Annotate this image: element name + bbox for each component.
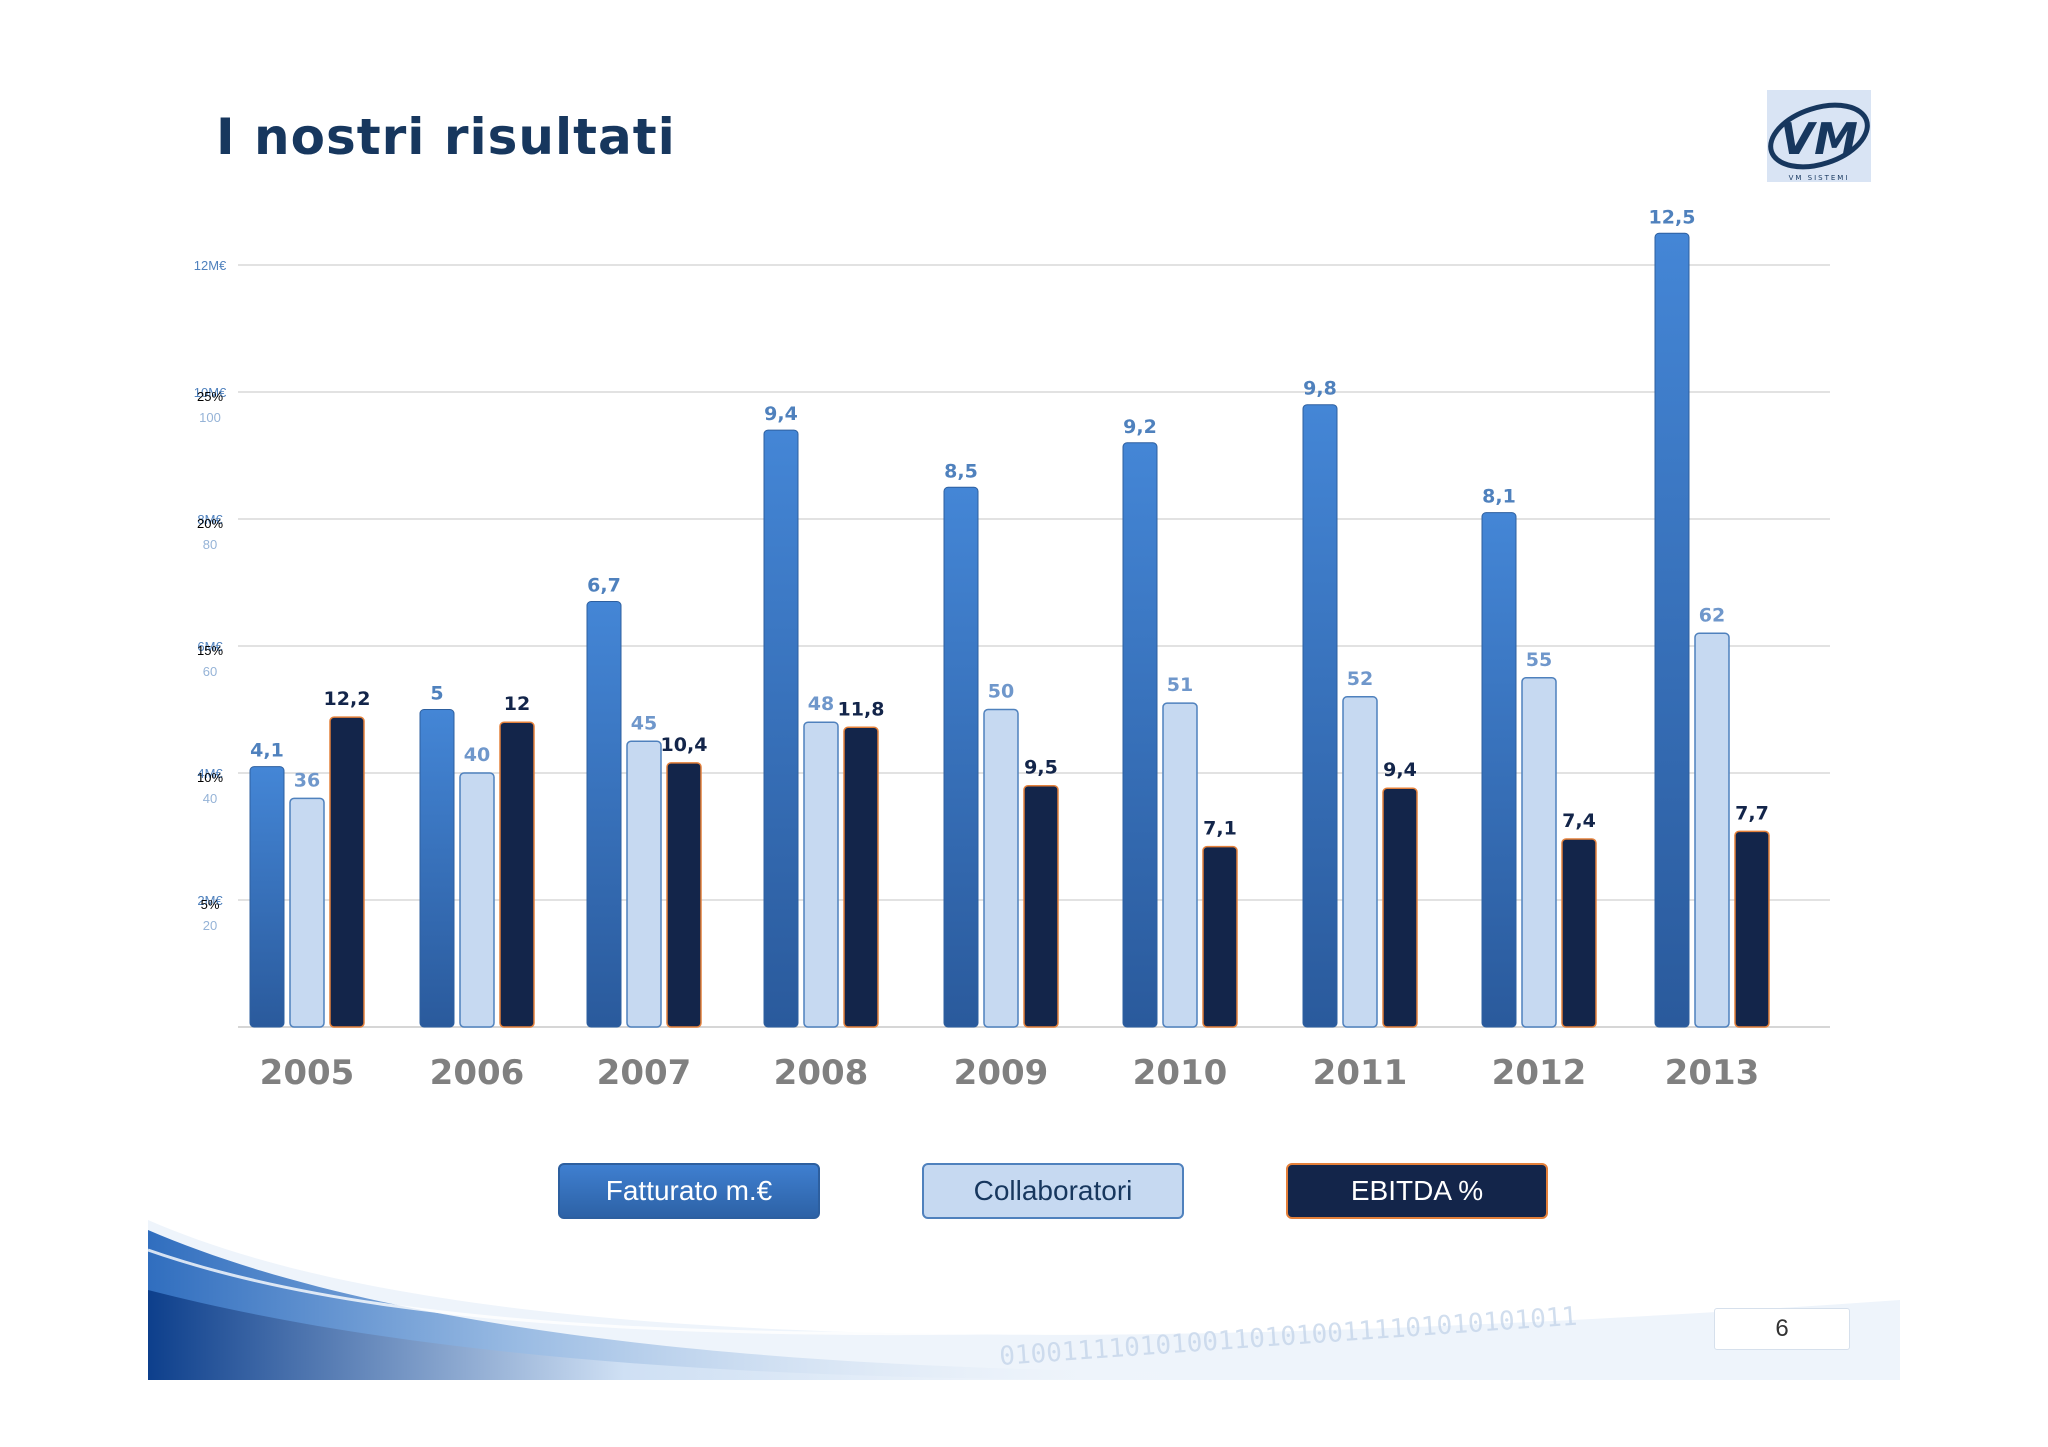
staff-tick-label: 100	[199, 410, 221, 425]
label-fatturato: 8,1	[1482, 486, 1516, 508]
label-fatturato: 5	[430, 683, 443, 705]
label-ebitda: 7,7	[1735, 802, 1769, 824]
ebitda-tick-label: 20%	[197, 516, 223, 531]
legend-ebitda: EBITDA %	[1286, 1163, 1548, 1219]
year-label: 2010	[1133, 1053, 1228, 1093]
bar-fatturato	[586, 601, 622, 1028]
bar-fatturato	[1654, 232, 1690, 1028]
label-ebitda: 11,8	[838, 698, 885, 720]
year-labels: 2005 2006 2007 2008 2009 2010 2011 2012 2013	[260, 1053, 1760, 1093]
revenue-tick-label: 2M€	[197, 893, 223, 908]
legend-fatturato: Fatturato m.€	[558, 1163, 820, 1219]
ebitda-tick-label: 25%	[197, 389, 223, 404]
bar-ebitda	[499, 721, 535, 1028]
label-fatturato: 8,5	[944, 460, 978, 482]
bar-fatturato	[943, 486, 979, 1028]
revenue-tick-label: 8M€	[197, 512, 223, 527]
bar-collaboratori	[1162, 702, 1198, 1028]
axis-labels: 2M€ 4M€ 6M€ 8M€ 10M€ 12M€ 5% 10% 15% 20% 25% 20 40 60…	[194, 258, 227, 933]
bar-fatturato	[763, 429, 799, 1028]
page-title: I nostri risultati	[216, 108, 676, 166]
bar-ebitda	[1382, 787, 1418, 1028]
year-label: 2006	[430, 1053, 525, 1093]
logo-text: VM	[1780, 114, 1858, 165]
bar-ebitda	[329, 716, 365, 1028]
year-label: 2013	[1665, 1053, 1760, 1093]
bar-fatturato	[249, 766, 285, 1028]
revenue-tick-label: 10M€	[194, 385, 227, 400]
label-ebitda: 10,4	[661, 734, 708, 756]
bar-ebitda	[666, 762, 702, 1028]
revenue-tick-label: 12M€	[194, 258, 227, 273]
label-collaboratori: 48	[808, 693, 834, 715]
label-ebitda: 9,5	[1024, 757, 1058, 779]
label-fatturato: 6,7	[587, 575, 621, 597]
staff-tick-label: 60	[203, 664, 217, 679]
legend-collaboratori: Collaboratori	[922, 1163, 1184, 1219]
label-fatturato: 9,4	[764, 403, 798, 425]
bar-collaboratori	[1342, 696, 1378, 1028]
bar-fatturato	[1302, 404, 1338, 1028]
label-fatturato: 4,1	[250, 740, 284, 762]
bar-collaboratori	[1521, 677, 1557, 1028]
staff-tick-label: 40	[203, 791, 217, 806]
vm-sistemi-logo: VM VM SISTEMI	[1767, 90, 1871, 182]
label-ebitda: 9,4	[1383, 759, 1417, 781]
bar-fatturato	[419, 709, 455, 1028]
label-collaboratori: 50	[988, 681, 1014, 703]
bar-collaboratori	[626, 740, 662, 1028]
label-collaboratori: 55	[1526, 649, 1552, 671]
revenue-tick-label: 6M€	[197, 639, 223, 654]
label-ebitda: 7,1	[1203, 818, 1237, 840]
bar-ebitda	[1561, 838, 1597, 1028]
label-ebitda: 12	[504, 693, 530, 715]
bar-collaboratori	[983, 708, 1019, 1028]
label-collaboratori: 40	[464, 744, 490, 766]
bar-ebitda	[1734, 830, 1770, 1028]
year-label: 2012	[1492, 1053, 1587, 1093]
label-collaboratori: 52	[1347, 668, 1373, 690]
year-label: 2009	[954, 1053, 1049, 1093]
logo-subtext: VM SISTEMI	[1789, 174, 1850, 182]
label-fatturato: 9,2	[1123, 416, 1157, 438]
page-number: 6	[1714, 1308, 1850, 1350]
year-label: 2011	[1313, 1053, 1408, 1093]
year-label: 2007	[597, 1053, 692, 1093]
bar-ebitda	[1023, 784, 1059, 1028]
bar-ebitda	[1202, 845, 1238, 1028]
bar-collaboratori	[803, 721, 839, 1028]
label-collaboratori: 45	[631, 712, 657, 734]
label-collaboratori: 36	[294, 769, 320, 791]
label-ebitda: 12,2	[324, 688, 371, 710]
year-label: 2005	[260, 1053, 355, 1093]
label-fatturato: 12,5	[1649, 206, 1696, 228]
bar-fatturato	[1122, 442, 1158, 1028]
bar-collaboratori	[1694, 632, 1730, 1028]
label-collaboratori: 51	[1167, 674, 1193, 696]
label-collaboratori: 62	[1699, 604, 1725, 626]
bar-ebitda	[843, 726, 879, 1028]
year-label: 2008	[774, 1053, 869, 1093]
ebitda-tick-label: 10%	[197, 770, 223, 785]
label-fatturato: 9,8	[1303, 378, 1337, 400]
bar-fatturato	[1481, 512, 1517, 1028]
label-ebitda: 7,4	[1562, 810, 1596, 832]
bar-collaboratori	[459, 772, 495, 1028]
ebitda-tick-label: 15%	[197, 643, 223, 658]
staff-tick-label: 20	[203, 918, 217, 933]
revenue-tick-label: 4M€	[197, 766, 223, 781]
staff-tick-label: 80	[203, 537, 217, 552]
bars	[249, 232, 1770, 1028]
bar-collaboratori	[289, 797, 325, 1028]
ebitda-tick-label: 5%	[201, 897, 220, 912]
